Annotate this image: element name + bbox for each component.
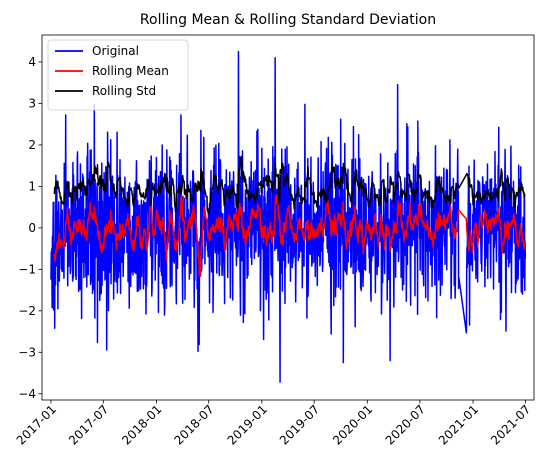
legend-label: Original — [92, 44, 139, 58]
y-tick-label: 0 — [28, 221, 36, 235]
y-tick-label: −3 — [18, 345, 36, 359]
x-tick-label: 2019-01 — [225, 402, 270, 447]
x-tick-label: 2018-01 — [119, 402, 164, 447]
legend: Original Rolling Mean Rolling Std — [47, 39, 189, 111]
x-tick-label: 2021-07 — [488, 402, 533, 447]
legend-label: Rolling Mean — [92, 64, 169, 78]
x-tick-label: 2020-01 — [330, 402, 375, 447]
y-tick-label: 2 — [28, 138, 36, 152]
chart-title: Rolling Mean & Rolling Standard Deviatio… — [140, 12, 436, 28]
y-tick-label: 3 — [28, 96, 36, 110]
series-line-rolling-mean — [53, 194, 527, 278]
x-tick-label: 2017-01 — [14, 402, 59, 447]
legend-box — [47, 39, 189, 111]
x-tick-label: 2020-07 — [383, 402, 428, 447]
legend-label: Rolling Std — [92, 84, 156, 98]
y-tick-label: −1 — [18, 262, 36, 276]
axes-frame — [41, 34, 535, 401]
series-line-original — [50, 50, 527, 383]
y-axis: −4 −3 −2 −1 0 1 2 3 4 — [18, 55, 42, 401]
series-layer — [50, 50, 527, 383]
x-tick-label: 2017-07 — [66, 402, 111, 447]
x-tick-label: 2019-07 — [277, 402, 322, 447]
y-tick-label: 4 — [28, 55, 36, 69]
x-tick-label: 2018-07 — [171, 402, 216, 447]
y-tick-label: 1 — [28, 179, 36, 193]
x-tick-label: 2021-01 — [436, 402, 481, 447]
x-axis: 2017-01 2017-07 2018-01 2018-07 2019-01 2019-… — [14, 400, 533, 448]
y-tick-label: −2 — [18, 304, 36, 318]
y-tick-label: −4 — [18, 387, 36, 401]
series-line-rolling-std — [53, 155, 526, 215]
